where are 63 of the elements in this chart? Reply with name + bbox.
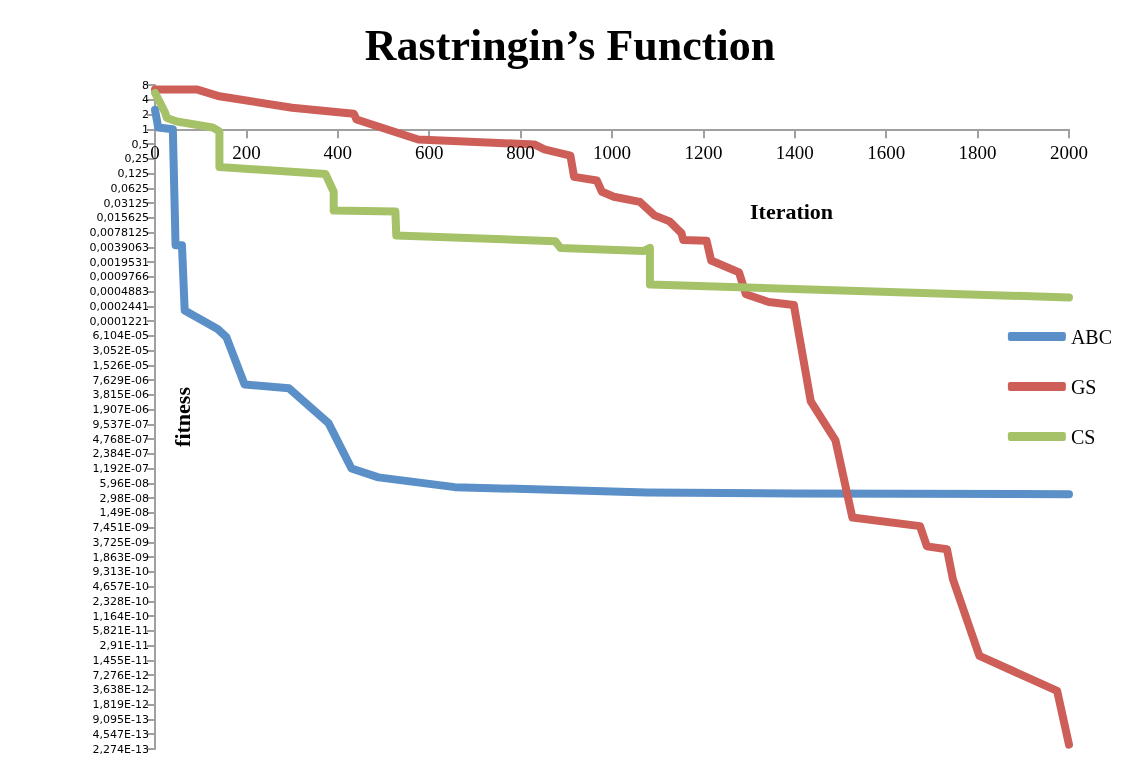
y-tick-label: 0,0009766 bbox=[89, 270, 149, 284]
y-tick-label: 4,547E-13 bbox=[92, 727, 149, 741]
x-tick-label: 0 bbox=[150, 142, 160, 164]
y-tick-label: 7,451E-09 bbox=[92, 521, 149, 535]
y-tick-label: 2,274E-13 bbox=[92, 742, 149, 756]
y-tick-label: 7,276E-12 bbox=[92, 668, 149, 682]
y-tick-label: 3,638E-12 bbox=[92, 683, 149, 697]
y-tick-label: 3,052E-05 bbox=[92, 344, 149, 358]
x-tick-label: 1400 bbox=[775, 142, 814, 164]
x-axis-title: Iteration bbox=[750, 198, 834, 224]
y-tick-label: 0,0078125 bbox=[89, 226, 149, 240]
y-tick-label: 0,0004883 bbox=[89, 285, 149, 299]
y-tick-label: 2,384E-07 bbox=[92, 447, 149, 461]
y-tick-label: 8 bbox=[142, 78, 149, 92]
x-tick-label: 2000 bbox=[1050, 142, 1088, 164]
y-tick-label: 0,25 bbox=[124, 152, 149, 166]
y-tick-label: 2,98E-08 bbox=[99, 491, 149, 505]
y-tick-label: 1,455E-11 bbox=[92, 653, 149, 667]
legend-label: CS bbox=[1070, 425, 1096, 448]
y-tick-label: 4,768E-07 bbox=[92, 432, 149, 446]
y-tick-label: 0,03125 bbox=[103, 196, 149, 210]
x-tick-label: 1800 bbox=[958, 142, 997, 164]
y-tick-label: 1,164E-10 bbox=[92, 609, 149, 623]
y-tick-label: 2,91E-11 bbox=[99, 639, 149, 653]
y-tick-label: 4,657E-10 bbox=[92, 580, 149, 594]
y-tick-label: 2,328E-10 bbox=[92, 594, 149, 608]
y-tick-label: 1,526E-05 bbox=[92, 358, 149, 372]
y-tick-label: 9,537E-07 bbox=[92, 417, 149, 431]
chart-title: Rastringin’s Function bbox=[364, 20, 776, 70]
y-tick-label: 0,0625 bbox=[110, 181, 149, 195]
y-tick-label: 2 bbox=[142, 108, 149, 122]
x-tick-label: 1200 bbox=[684, 142, 723, 164]
y-tick-label: 0,0001221 bbox=[89, 314, 149, 328]
x-tick-label: 200 bbox=[232, 142, 261, 164]
y-tick-label: 0,5 bbox=[131, 137, 149, 151]
y-tick-label: 6,104E-05 bbox=[92, 329, 149, 343]
legend-label: GS bbox=[1070, 375, 1097, 398]
y-tick-label: 1,819E-12 bbox=[92, 698, 149, 712]
y-tick-label: 9,313E-10 bbox=[92, 565, 149, 579]
y-axis-title: fitness bbox=[169, 386, 195, 447]
y-tick-label: 7,629E-06 bbox=[92, 373, 149, 387]
y-tick-label: 3,815E-06 bbox=[92, 388, 149, 402]
y-tick-label: 0,0039063 bbox=[89, 240, 149, 254]
y-tick-label: 1 bbox=[142, 122, 149, 136]
y-tick-label: 5,821E-11 bbox=[92, 624, 149, 638]
y-tick-label: 1,192E-07 bbox=[92, 462, 149, 476]
legend-label: ABC bbox=[1070, 325, 1112, 348]
y-tick-label: 0,0019531 bbox=[89, 255, 149, 269]
y-tick-label: 4 bbox=[142, 93, 149, 107]
y-tick-label: 3,725E-09 bbox=[92, 535, 149, 549]
y-tick-label: 0,125 bbox=[117, 167, 149, 181]
y-tick-label: 0,0002441 bbox=[89, 299, 149, 313]
x-tick-label: 1600 bbox=[867, 142, 906, 164]
y-tick-label: 5,96E-08 bbox=[99, 476, 149, 490]
y-tick-label: 0,015625 bbox=[96, 211, 149, 225]
x-tick-label: 400 bbox=[323, 142, 353, 164]
y-tick-label: 1,863E-09 bbox=[92, 550, 149, 564]
y-tick-label: 1,907E-06 bbox=[92, 403, 149, 417]
x-tick-label: 1000 bbox=[593, 142, 631, 164]
y-tick-label: 9,095E-13 bbox=[92, 712, 149, 726]
y-tick-label: 1,49E-08 bbox=[99, 506, 149, 520]
x-tick-label: 600 bbox=[414, 142, 444, 164]
x-tick-label: 800 bbox=[506, 142, 535, 164]
